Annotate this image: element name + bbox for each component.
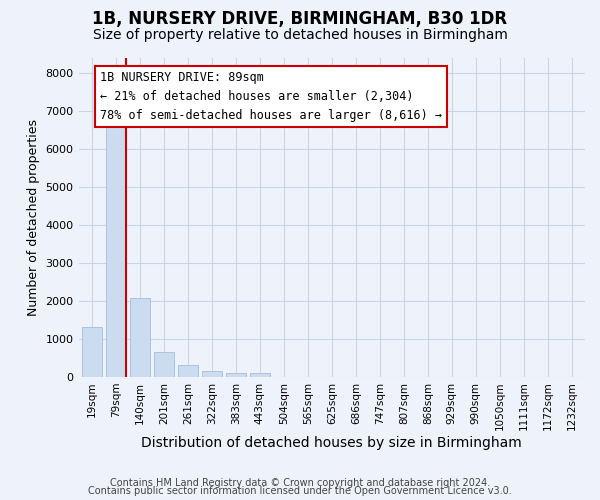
Text: Contains public sector information licensed under the Open Government Licence v3: Contains public sector information licen… [88,486,512,496]
Text: 1B, NURSERY DRIVE, BIRMINGHAM, B30 1DR: 1B, NURSERY DRIVE, BIRMINGHAM, B30 1DR [92,10,508,28]
Bar [154,352,174,377]
Y-axis label: Number of detached properties: Number of detached properties [27,118,40,316]
Text: Size of property relative to detached houses in Birmingham: Size of property relative to detached ho… [92,28,508,42]
Bar [106,126,126,377]
Bar [82,328,102,377]
Text: Contains HM Land Registry data © Crown copyright and database right 2024.: Contains HM Land Registry data © Crown c… [110,478,490,488]
Bar [178,366,198,377]
Bar [226,374,246,377]
Text: 1B NURSERY DRIVE: 89sqm
← 21% of detached houses are smaller (2,304)
78% of semi: 1B NURSERY DRIVE: 89sqm ← 21% of detache… [100,71,442,122]
Bar [130,298,150,377]
Bar [202,371,222,377]
X-axis label: Distribution of detached houses by size in Birmingham: Distribution of detached houses by size … [142,436,522,450]
Bar [250,374,270,377]
